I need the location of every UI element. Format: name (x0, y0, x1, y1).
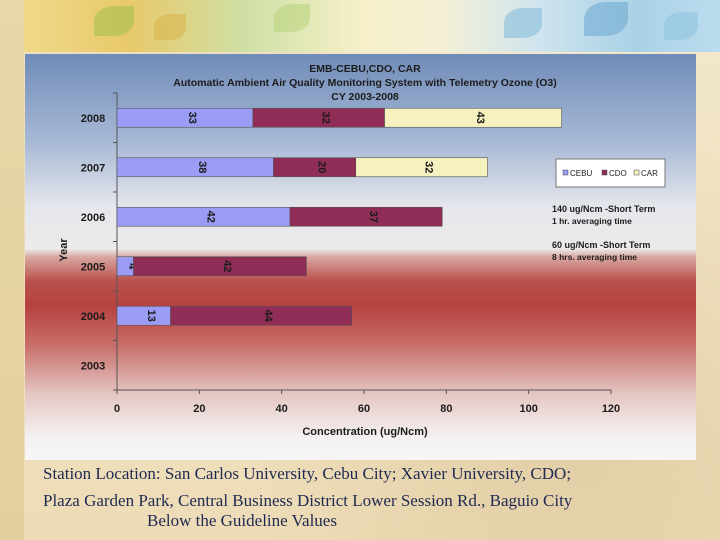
y-category-label: 2004 (81, 311, 106, 323)
guideline-annotation-title: 60 ug/Ncm -Short Term (552, 240, 650, 250)
y-category-label: 2007 (81, 162, 105, 174)
left-decorative-strip (0, 0, 24, 540)
legend-swatch-car (633, 169, 640, 176)
bar-segment-cebu (116, 206, 291, 227)
bar-segment-car (355, 157, 488, 178)
bar-segment-cdo (273, 157, 357, 178)
leaf-decoration (584, 2, 628, 36)
guideline-annotation-subtitle: 8 hrs. averaging time (552, 252, 637, 262)
caption-line-1: Station Location: San Carlos University,… (43, 464, 572, 483)
guideline-annotation-subtitle: 1 hr. averaging time (552, 216, 632, 226)
x-tick-label: 40 (276, 403, 288, 415)
leaf-decoration (504, 8, 542, 38)
x-tick-label: 60 (358, 403, 370, 415)
leaf-decoration (154, 14, 186, 40)
y-category-label: 2003 (81, 360, 105, 372)
bar-segment-cebu (116, 305, 171, 326)
leaf-decoration (274, 4, 310, 32)
y-category-label: 2008 (81, 113, 105, 125)
legend-label-car: CAR (641, 169, 658, 178)
x-tick-label: 20 (193, 403, 205, 415)
x-tick-label: 100 (519, 403, 537, 415)
x-tick-label: 120 (602, 403, 620, 415)
bar-data-label: 20 (316, 161, 328, 173)
bar-data-label: 32 (320, 112, 332, 124)
bar-data-label: 33 (186, 112, 198, 124)
y-category-label: 2005 (81, 261, 105, 273)
legend-box (555, 158, 666, 188)
leaf-decoration (94, 6, 134, 36)
bar-data-label: 44 (262, 310, 274, 323)
chart-title-line: EMB-CEBU,CDO, CAR (309, 63, 421, 75)
decorative-leaf-banner (24, 0, 720, 52)
x-tick-label: 0 (114, 403, 120, 415)
bar-segment-cdo (289, 206, 443, 227)
bar-data-label: 4 (126, 263, 138, 270)
legend-label-cebu: CEBU (570, 169, 592, 178)
chart-title-line: CY 2003-2008 (331, 91, 399, 103)
bar-segment-cdo (133, 256, 307, 277)
legend-label-cdo: CDO (609, 169, 627, 178)
chart-title-line: Automatic Ambient Air Quality Monitoring… (173, 77, 557, 89)
legend-swatch-cdo (601, 169, 608, 176)
bar-segment-cebu (116, 157, 274, 178)
bar-data-label: 13 (145, 310, 157, 322)
legend-swatch-cebu (562, 169, 569, 176)
y-axis-title: Year (58, 238, 70, 262)
bar-segment-car (384, 107, 562, 128)
bar-data-label: 42 (204, 211, 216, 223)
bar-data-label: 38 (196, 161, 208, 173)
bar-segment-cdo (170, 305, 352, 326)
bar-data-label: 32 (423, 161, 435, 173)
bar-segment-cebu (116, 107, 254, 128)
x-axis-title: Concentration (ug/Ncm) (302, 426, 428, 438)
leaf-decoration (664, 12, 698, 40)
caption-line-2: Plaza Garden Park, Central Business Dist… (43, 491, 573, 510)
bar-data-label: 43 (474, 112, 486, 124)
bar-data-label: 37 (367, 211, 379, 223)
caption-line-3: Below the Guideline Values (147, 511, 337, 530)
y-category-label: 2006 (81, 212, 105, 224)
bar-segment-cdo (252, 107, 385, 128)
bar-data-label: 42 (221, 260, 233, 272)
x-tick-label: 80 (440, 403, 452, 415)
guideline-annotation-title: 140 ug/Ncm -Short Term (552, 204, 655, 214)
